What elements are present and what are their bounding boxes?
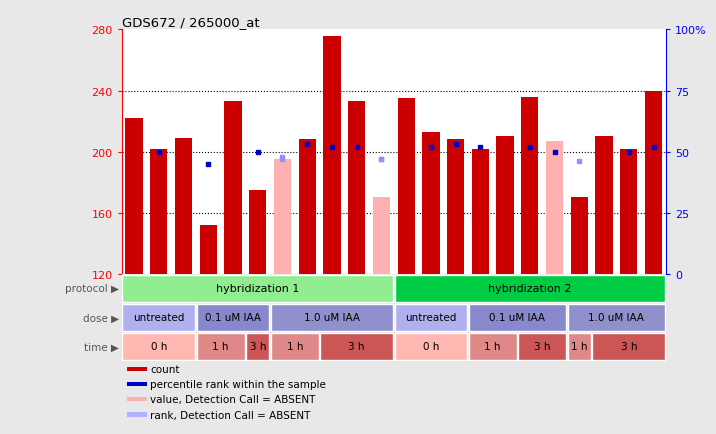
Text: count: count [150,364,180,374]
Text: dose ▶: dose ▶ [83,312,119,322]
Bar [271,304,393,331]
Bar [271,333,319,360]
Bar [224,102,242,274]
Text: protocol ▶: protocol ▶ [65,284,119,294]
Bar [596,137,613,274]
Bar [592,333,665,360]
Text: 0 h: 0 h [150,342,167,352]
Bar [320,333,393,360]
Bar [397,99,415,274]
Bar [373,198,390,274]
Text: 1 h: 1 h [286,342,303,352]
Bar [299,140,316,274]
Text: value, Detection Call = ABSENT: value, Detection Call = ABSENT [150,395,315,404]
Bar [571,198,588,274]
Text: 0 h: 0 h [422,342,439,352]
Bar [122,276,393,302]
Bar [127,367,147,372]
Bar [197,333,245,360]
Bar [274,160,291,274]
Text: 3 h: 3 h [534,342,551,352]
Bar [150,149,168,274]
Bar [496,137,514,274]
Bar [472,149,489,274]
Bar [620,149,637,274]
Bar [127,398,147,401]
Text: 0.1 uM IAA: 0.1 uM IAA [205,312,261,322]
Text: hybridization 1: hybridization 1 [216,284,299,294]
Bar [395,304,468,331]
Bar [200,225,217,274]
Bar [122,304,195,331]
Bar [122,333,195,360]
Text: untreated: untreated [405,312,457,322]
Text: 3 h: 3 h [349,342,365,352]
Bar [645,91,662,274]
Bar [568,333,591,360]
Bar [422,132,440,274]
Bar [568,304,665,331]
Bar [469,304,566,331]
Bar [546,141,563,274]
Text: 1 h: 1 h [571,342,588,352]
Bar [127,382,147,386]
Text: percentile rank within the sample: percentile rank within the sample [150,379,326,389]
Bar [395,276,665,302]
Bar [197,304,269,331]
Text: 0.1 uM IAA: 0.1 uM IAA [490,312,546,322]
Bar [127,412,147,417]
Bar [395,333,468,360]
Bar [469,333,517,360]
Bar [246,333,269,360]
Bar [175,138,192,274]
Text: 1 h: 1 h [213,342,229,352]
Text: 1.0 uM IAA: 1.0 uM IAA [304,312,360,322]
Text: time ▶: time ▶ [84,342,119,352]
Bar [249,191,266,274]
Bar [125,119,142,274]
Text: 1 h: 1 h [485,342,501,352]
Text: 1.0 uM IAA: 1.0 uM IAA [589,312,644,322]
Bar [518,333,566,360]
Text: hybridization 2: hybridization 2 [488,284,571,294]
Text: rank, Detection Call = ABSENT: rank, Detection Call = ABSENT [150,410,311,420]
Bar [447,140,464,274]
Bar [521,98,538,274]
Text: untreated: untreated [133,312,185,322]
Text: 3 h: 3 h [249,342,266,352]
Bar [348,102,365,274]
Bar [324,36,341,274]
Text: GDS672 / 265000_at: GDS672 / 265000_at [122,16,259,29]
Text: 3 h: 3 h [621,342,637,352]
